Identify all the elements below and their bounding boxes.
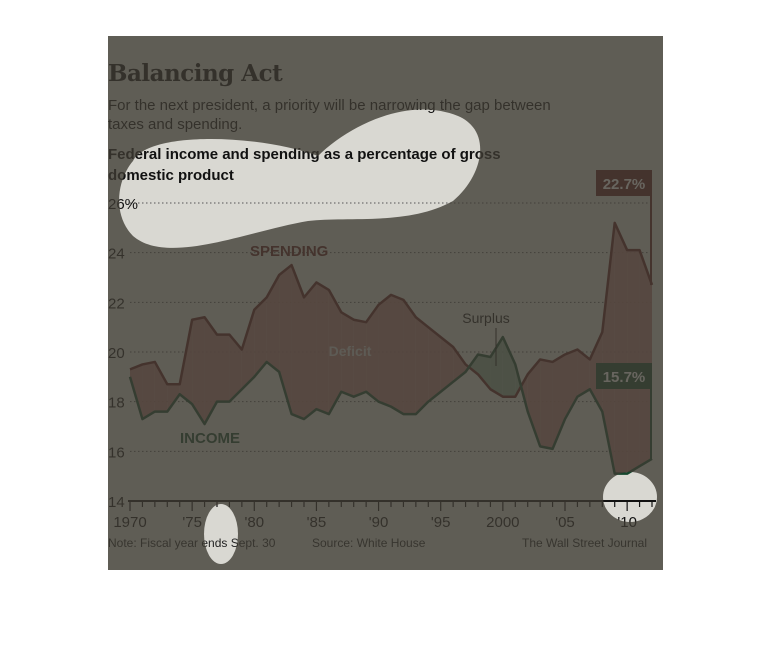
gap-segment bbox=[304, 282, 317, 420]
y-tick-label: 18 bbox=[108, 395, 125, 412]
x-tick-label: '90 bbox=[369, 514, 389, 531]
y-tick-label: 20 bbox=[108, 345, 125, 362]
footer-note: Note: Fiscal year ends Sept. 30 bbox=[108, 536, 276, 550]
gap-segment bbox=[217, 334, 230, 402]
y-tick-label: 24 bbox=[108, 246, 125, 263]
chart-panel: Balancing Act For the next president, a … bbox=[108, 36, 663, 570]
gap-segment bbox=[602, 222, 615, 474]
footer-source: Source: White House bbox=[312, 536, 426, 550]
annotation-deficit: Deficit bbox=[329, 343, 372, 359]
end-label-spending: 22.7% bbox=[603, 176, 646, 193]
x-tick-label: '05 bbox=[555, 514, 575, 531]
gap-segment bbox=[415, 317, 429, 415]
gap-segment bbox=[142, 361, 155, 420]
gap-segment bbox=[403, 299, 416, 415]
x-tick-label: '80 bbox=[245, 514, 265, 531]
y-tick-label: 26% bbox=[108, 196, 138, 213]
x-tick-label: '10 bbox=[617, 514, 637, 531]
gap-segment bbox=[540, 359, 553, 449]
gap-segment bbox=[428, 327, 441, 402]
gap-segment bbox=[614, 222, 628, 474]
gap-segment bbox=[378, 294, 391, 407]
gap-segment bbox=[478, 354, 491, 390]
footer-credit: The Wall Street Journal bbox=[522, 536, 647, 550]
series-label-income: INCOME bbox=[180, 430, 240, 447]
chart-labels: SPENDING INCOME Deficit Surplus 22.7% 15.7% bbox=[180, 170, 652, 459]
series-label-spending: SPENDING bbox=[250, 243, 328, 260]
end-label-income: 15.7% bbox=[603, 369, 646, 386]
gap-segment bbox=[154, 361, 168, 412]
chart-plot: 26% 24 22 20 18 16 14 1970 '75 '80 '85 '90 '95 2000 '0… bbox=[108, 170, 656, 531]
gap-segment bbox=[502, 337, 516, 397]
y-tick-label: 14 bbox=[108, 494, 125, 511]
x-tick-label: '95 bbox=[431, 514, 451, 531]
y-tick-label: 22 bbox=[108, 295, 125, 312]
x-tick-label: 2000 bbox=[486, 514, 519, 531]
gap-segment bbox=[291, 265, 304, 420]
x-tick-label: '75 bbox=[182, 514, 202, 531]
gap-segment bbox=[266, 275, 280, 372]
annotation-surplus: Surplus bbox=[462, 310, 509, 326]
gap-segment bbox=[627, 250, 640, 474]
gap-segment bbox=[391, 294, 404, 415]
y-tick-label: 16 bbox=[108, 444, 125, 461]
gap-segment bbox=[316, 282, 329, 415]
x-tick-label: '85 bbox=[307, 514, 327, 531]
x-tick-label: 1970 bbox=[113, 514, 146, 531]
